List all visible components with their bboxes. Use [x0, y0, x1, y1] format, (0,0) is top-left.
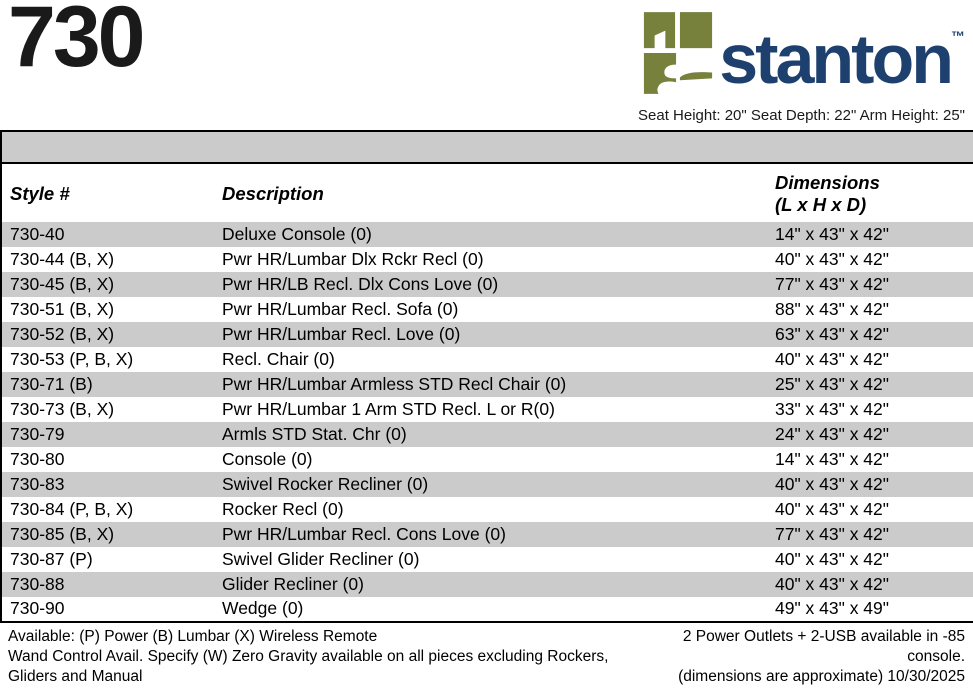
table-row: 730-52 (B, X) Pwr HR/Lumbar Recl. Love (…: [1, 322, 973, 348]
description-cell: Pwr HR/Lumbar Dlx Rckr Recl (0): [214, 247, 767, 273]
stanton-chair-blocks-icon: [644, 12, 713, 94]
table-banner-row: [1, 131, 973, 164]
stanton-logo: stanton™: [641, 10, 965, 96]
table-row: 730-45 (B, X) Pwr HR/LB Recl. Dlx Cons L…: [1, 272, 973, 298]
table-row: 730-51 (B, X) Pwr HR/Lumbar Recl. Sofa (…: [1, 297, 973, 323]
dimensions-cell: 25" x 43" x 42": [767, 372, 973, 398]
table-row: 730-87 (P) Swivel Glider Recliner (0) 40…: [1, 547, 973, 573]
spec-table: Style # Description Dimensions (L x H x …: [0, 130, 973, 624]
style-number-cell: 730-51 (B, X): [1, 297, 214, 323]
column-header-dimensions: Dimensions (L x H x D): [767, 163, 973, 223]
dimensions-cell: 40" x 43" x 42": [767, 572, 973, 598]
dimensions-cell: 40" x 43" x 42": [767, 472, 973, 498]
description-cell: Deluxe Console (0): [214, 222, 767, 248]
footer-legend-line: Available: (P) Power (B) Lumbar (X) Wire…: [8, 628, 378, 646]
description-cell: Glider Recliner (0): [214, 572, 767, 598]
dimensions-cell: 88" x 43" x 42": [767, 297, 973, 323]
footer-legend: Available: (P) Power (B) Lumbar (X) Wire…: [8, 627, 608, 686]
description-cell: Recl. Chair (0): [214, 347, 767, 373]
dimensions-cell: 63" x 43" x 42": [767, 322, 973, 348]
description-cell: Pwr HR/Lumbar Armless STD Recl Chair (0): [214, 372, 767, 398]
style-number-cell: 730-87 (P): [1, 547, 214, 573]
table-row: 730-40 Deluxe Console (0) 14" x 43" x 42…: [1, 222, 973, 248]
description-cell: Rocker Recl (0): [214, 497, 767, 523]
style-number-cell: 730-90: [1, 597, 214, 623]
footer-legend-line: Wand Control Avail. Specify (W) Zero Gra…: [8, 648, 609, 666]
footer-notes: 2 Power Outlets + 2-USB available in -85…: [608, 627, 965, 686]
table-banner: [1, 131, 973, 164]
table-row: 730-80 Console (0) 14" x 43" x 42": [1, 447, 973, 473]
description-cell: Pwr HR/Lumbar Recl. Cons Love (0): [214, 522, 767, 548]
table-row: 730-71 (B) Pwr HR/Lumbar Armless STD Rec…: [1, 372, 973, 398]
description-cell: Armls STD Stat. Chr (0): [214, 422, 767, 448]
table-row: 730-53 (P, B, X) Recl. Chair (0) 40" x 4…: [1, 347, 973, 373]
table-header-row: Style # Description Dimensions (L x H x …: [1, 163, 973, 223]
description-cell: Pwr HR/Lumbar Recl. Sofa (0): [214, 297, 767, 323]
style-number-cell: 730-73 (B, X): [1, 397, 214, 423]
table-row: 730-73 (B, X) Pwr HR/Lumbar 1 Arm STD Re…: [1, 397, 973, 423]
description-cell: Pwr HR/LB Recl. Dlx Cons Love (0): [214, 272, 767, 298]
column-header-style: Style #: [1, 163, 214, 223]
page-header: 730 stanton™ Seat Height: 20" Seat Depth…: [0, 0, 973, 130]
description-cell: Console (0): [214, 447, 767, 473]
stanton-wordmark: stanton™: [719, 20, 965, 98]
column-header-description: Description: [214, 163, 767, 223]
description-cell: Pwr HR/Lumbar 1 Arm STD Recl. L or R(0): [214, 397, 767, 423]
dimensions-cell: 40" x 43" x 42": [767, 347, 973, 373]
style-number-cell: 730-79: [1, 422, 214, 448]
style-number-cell: 730-52 (B, X): [1, 322, 214, 348]
page-footer: Available: (P) Power (B) Lumbar (X) Wire…: [0, 623, 973, 686]
footer-legend-line: Gliders and Manual: [8, 668, 143, 686]
dimensions-cell: 40" x 43" x 42": [767, 547, 973, 573]
spec-table-body: 730-40 Deluxe Console (0) 14" x 43" x 42…: [1, 222, 973, 623]
table-row: 730-88 Glider Recliner (0) 40" x 43" x 4…: [1, 572, 973, 598]
style-number-cell: 730-71 (B): [1, 372, 214, 398]
style-number-cell: 730-44 (B, X): [1, 247, 214, 273]
table-row: 730-85 (B, X) Pwr HR/Lumbar Recl. Cons L…: [1, 522, 973, 548]
dimensions-cell: 14" x 43" x 42": [767, 447, 973, 473]
style-number-cell: 730-85 (B, X): [1, 522, 214, 548]
style-number-cell: 730-40: [1, 222, 214, 248]
dimensions-cell: 40" x 43" x 42": [767, 247, 973, 273]
trademark-symbol: ™: [951, 28, 965, 44]
dimensions-cell: 14" x 43" x 42": [767, 222, 973, 248]
dimensions-cell: 77" x 43" x 42": [767, 522, 973, 548]
seat-measurements-text: Seat Height: 20" Seat Depth: 22" Arm Hei…: [638, 107, 965, 124]
footer-note-line: console.: [907, 648, 965, 666]
description-cell: Swivel Rocker Recliner (0): [214, 472, 767, 498]
table-row: 730-44 (B, X) Pwr HR/Lumbar Dlx Rckr Rec…: [1, 247, 973, 273]
style-number-cell: 730-45 (B, X): [1, 272, 214, 298]
description-cell: Pwr HR/Lumbar Recl. Love (0): [214, 322, 767, 348]
footer-note-line: (dimensions are approximate) 10/30/2025: [678, 668, 965, 686]
footer-note-line: 2 Power Outlets + 2-USB available in -85: [682, 628, 965, 646]
table-row: 730-79 Armls STD Stat. Chr (0) 24" x 43"…: [1, 422, 973, 448]
style-number-cell: 730-80: [1, 447, 214, 473]
table-row: 730-90 Wedge (0) 49" x 43" x 49": [1, 597, 973, 623]
table-row: 730-84 (P, B, X) Rocker Recl (0) 40" x 4…: [1, 497, 973, 523]
dimensions-cell: 40" x 43" x 42": [767, 497, 973, 523]
dimensions-cell: 24" x 43" x 42": [767, 422, 973, 448]
style-number-cell: 730-53 (P, B, X): [1, 347, 214, 373]
dimensions-cell: 49" x 43" x 49": [767, 597, 973, 623]
dimensions-cell: 77" x 43" x 42": [767, 272, 973, 298]
description-cell: Swivel Glider Recliner (0): [214, 547, 767, 573]
style-number-cell: 730-88: [1, 572, 214, 598]
page-title: 730: [8, 0, 145, 85]
table-row: 730-83 Swivel Rocker Recliner (0) 40" x …: [1, 472, 973, 498]
description-cell: Wedge (0): [214, 597, 767, 623]
style-number-cell: 730-84 (P, B, X): [1, 497, 214, 523]
dimensions-cell: 33" x 43" x 42": [767, 397, 973, 423]
style-number-cell: 730-83: [1, 472, 214, 498]
